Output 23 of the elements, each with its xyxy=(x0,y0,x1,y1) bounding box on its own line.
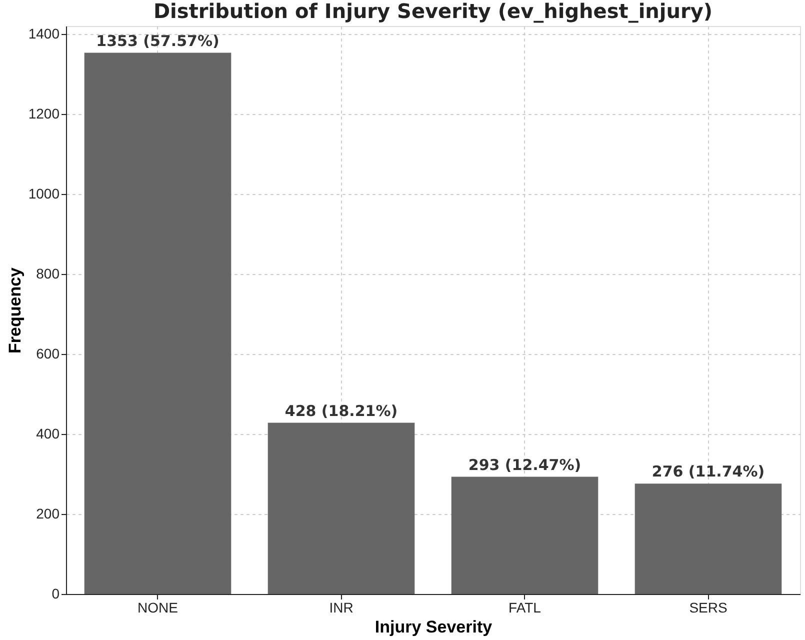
x-tick-label: INR xyxy=(329,600,354,616)
y-tick-label: 800 xyxy=(36,266,60,282)
data-label: 1353 (57.57%) xyxy=(96,32,220,50)
x-tick-label: SERS xyxy=(689,600,728,616)
bar xyxy=(84,52,232,594)
data-label: 276 (11.74%) xyxy=(652,462,765,481)
y-tick-label: 600 xyxy=(36,346,60,362)
bar xyxy=(268,422,415,594)
y-axis-title: Frequency xyxy=(5,266,24,354)
x-tick-label: NONE xyxy=(138,600,178,616)
x-tick-label: FATL xyxy=(508,600,542,616)
y-tick-label: 200 xyxy=(36,506,60,522)
data-label: 293 (12.47%) xyxy=(468,456,582,474)
x-axis-title: Injury Severity xyxy=(374,618,493,636)
y-tick-label: 400 xyxy=(36,426,60,442)
y-tick-label: 1000 xyxy=(28,186,60,202)
bar xyxy=(634,484,782,594)
bar xyxy=(451,476,598,594)
data-label: 428 (18.21%) xyxy=(284,402,398,420)
y-tick-label: 1200 xyxy=(28,106,60,122)
chart-title: Distribution of Injury Severity (ev_highest_injury) xyxy=(153,0,713,23)
y-tick-label: 1400 xyxy=(28,26,60,42)
y-tick-label: 0 xyxy=(52,586,60,602)
